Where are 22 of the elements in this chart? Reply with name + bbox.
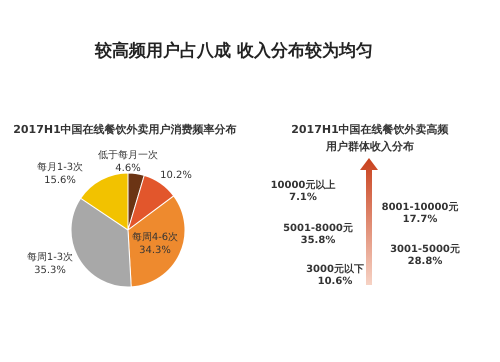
text: 35.8% xyxy=(300,235,336,246)
text: 17.7% xyxy=(402,214,438,225)
data-label: 4.6% xyxy=(115,163,141,174)
slice-label: 低于每月一次 xyxy=(98,149,158,161)
data-label: 10.2% xyxy=(160,170,192,181)
slice-label: 每周4-6次 xyxy=(132,231,178,243)
text: 10.6% xyxy=(318,276,352,287)
data-label: 35.3% xyxy=(34,265,66,276)
data-label: 34.3% xyxy=(139,245,171,256)
data-label: 15.6% xyxy=(44,175,76,186)
text: 7.1% xyxy=(289,192,317,203)
category-label: 5001-8000元 xyxy=(283,222,353,234)
text: 28.8% xyxy=(408,256,442,267)
category-label: 10000元以上 xyxy=(270,179,336,191)
text: 2017H1中国在线餐饮外卖高频用户群体收入分布 xyxy=(291,123,450,153)
slice-label: 每周1-3次 xyxy=(26,251,74,263)
slice-label: 每月1-3次 xyxy=(36,161,84,173)
category-label: 3001-5000元 xyxy=(390,243,460,255)
category-label: 8001-10000元 xyxy=(382,201,458,213)
category-label: 3000元以下 xyxy=(306,263,364,275)
chart-title: 2017H1中国在线餐饮外卖用户消费频率分布 xyxy=(13,123,237,136)
text: 较高频用户占八成 收入分布较为均匀 xyxy=(94,41,373,61)
